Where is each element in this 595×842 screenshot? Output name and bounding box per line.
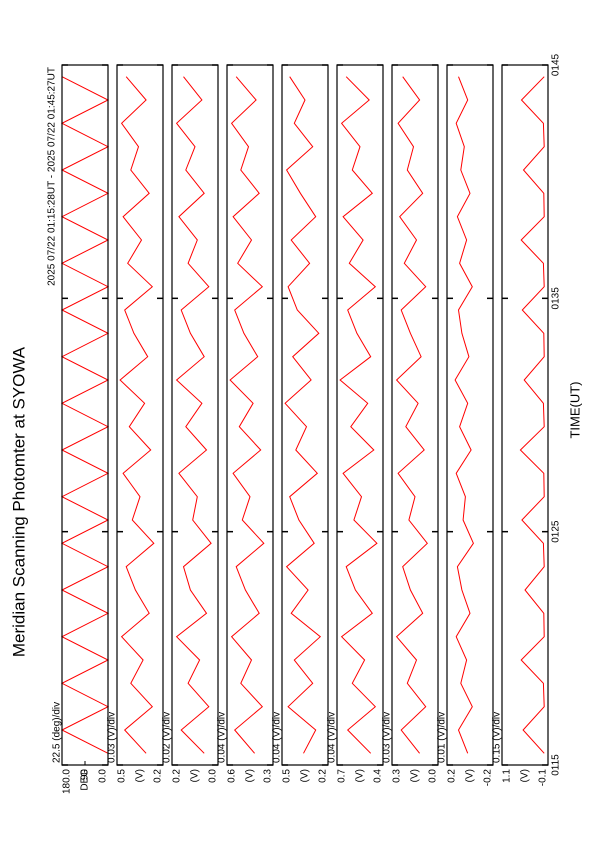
y-tick-label: 0.6 xyxy=(227,769,238,783)
data-line xyxy=(454,76,474,754)
y-tick-label: 0.7 xyxy=(337,769,348,783)
data-line xyxy=(60,76,110,754)
rotated-plot: Meridian Scanning Photomter at SYOWA 202… xyxy=(9,53,582,794)
data-line xyxy=(175,76,212,754)
y-tick-label: 0.5 xyxy=(282,769,293,783)
x-axis-label: TIME(UT) xyxy=(567,381,582,438)
y-tick-label: 0.0 xyxy=(208,769,219,783)
y-axis-label: (V) xyxy=(190,769,201,782)
panel-frame xyxy=(501,64,549,766)
y-tick-label: 0.3 xyxy=(263,769,274,783)
y-axis-label: (V) xyxy=(355,769,366,782)
panel-label: 0.03 (V)/div xyxy=(107,712,118,763)
y-tick-label: 0.4 xyxy=(373,769,384,783)
data-line xyxy=(519,76,545,754)
y-tick-label: 0.2 xyxy=(447,769,458,783)
x-tick-label: 0135 xyxy=(551,287,562,310)
panel-label: 22.5 (deg)/div xyxy=(52,702,63,763)
y-axis-label: (V) xyxy=(410,769,421,782)
data-line xyxy=(339,76,378,754)
y-axis-label: DEG xyxy=(80,769,91,791)
y-axis-label: (V) xyxy=(520,769,531,782)
y-axis-label: (V) xyxy=(300,769,311,782)
y-tick-label: 0.2 xyxy=(172,769,183,783)
panel-frame xyxy=(116,64,164,766)
y-tick-label: 0.2 xyxy=(318,769,329,783)
y-tick-label: 1.1 xyxy=(502,769,513,783)
y-axis-label: (V) xyxy=(135,769,146,782)
y-tick-label: 0.2 xyxy=(153,769,164,783)
y-tick-label: 90 xyxy=(80,769,91,781)
panel-label: 0.04 (V)/div xyxy=(217,712,228,763)
y-tick-label: -0.1 xyxy=(538,769,549,787)
y-tick-label: 0.3 xyxy=(392,769,403,783)
panel-frame xyxy=(226,64,274,766)
data-line xyxy=(284,76,322,754)
x-tick-label: 0145 xyxy=(551,53,562,76)
panel-label: 0.04 (V)/div xyxy=(272,712,283,763)
y-tick-label: -0.2 xyxy=(483,769,494,787)
panel-frame xyxy=(171,64,219,766)
panel-label: 0.02 (V)/div xyxy=(162,712,173,763)
data-line xyxy=(119,76,155,754)
data-line xyxy=(395,76,428,754)
y-tick-label: 180.0 xyxy=(62,769,73,794)
y-tick-label: 0.0 xyxy=(98,769,109,783)
panel-frame xyxy=(281,64,329,766)
x-tick-label: 0125 xyxy=(551,520,562,543)
x-tick-label: 0115 xyxy=(551,754,562,776)
panel-frame xyxy=(446,64,494,766)
y-tick-label: 0.5 xyxy=(117,769,128,783)
panel-label: 0.03 (V)/div xyxy=(382,712,393,763)
panel-label: 0.01 (V)/div xyxy=(437,712,448,763)
chart-title: Meridian Scanning Photomter at SYOWA xyxy=(9,346,28,657)
panel-frame xyxy=(336,64,384,766)
panel-label: 0.15 (V)/div xyxy=(492,712,503,763)
panel-frame xyxy=(391,64,439,766)
panel-frame xyxy=(61,64,109,766)
y-axis-label: (V) xyxy=(465,769,476,782)
data-line xyxy=(229,76,265,754)
chart-subtitle: 2025 07/22 01:15:28UT - 2025 07/22 01:45… xyxy=(47,67,58,286)
y-axis-label: (V) xyxy=(245,769,256,782)
y-tick-label: 0.0 xyxy=(428,769,439,783)
panel-label: 0.04 (V)/div xyxy=(327,712,338,763)
